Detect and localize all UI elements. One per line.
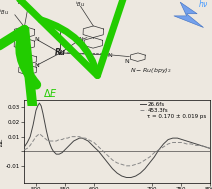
Text: $^tBu$: $^tBu$ bbox=[16, 0, 26, 7]
Text: N: N bbox=[78, 37, 83, 42]
Polygon shape bbox=[174, 2, 204, 28]
Text: N: N bbox=[125, 59, 130, 64]
Text: $h\nu$: $h\nu$ bbox=[198, 0, 209, 9]
Legend: 26.6fs, 453.3fs, τ = 0.170 ± 0.019 ps: 26.6fs, 453.3fs, τ = 0.170 ± 0.019 ps bbox=[139, 101, 207, 119]
Text: N: N bbox=[35, 37, 39, 42]
Text: $N-$Ru(bpy)$_2$: $N-$Ru(bpy)$_2$ bbox=[130, 66, 172, 75]
Text: $^tBu$: $^tBu$ bbox=[75, 0, 86, 9]
Y-axis label: $\Delta E$: $\Delta E$ bbox=[0, 137, 5, 147]
Text: N: N bbox=[35, 63, 39, 68]
FancyArrowPatch shape bbox=[0, 30, 38, 160]
FancyArrowPatch shape bbox=[4, 0, 139, 76]
Text: Ru: Ru bbox=[55, 48, 66, 57]
Text: N: N bbox=[108, 53, 113, 57]
Text: I: I bbox=[59, 26, 61, 32]
Text: $\Delta E$: $\Delta E$ bbox=[43, 87, 58, 99]
Text: $^tBu$: $^tBu$ bbox=[0, 8, 9, 17]
